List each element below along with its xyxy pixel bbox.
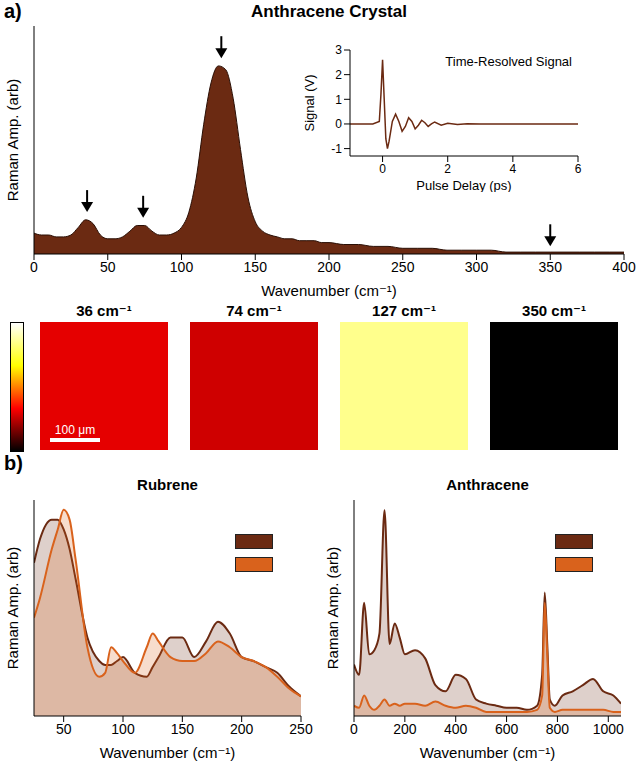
html-text:Anthracene Crystal: Anthracene Crystal [251,2,407,21]
svg-text:6: 6 [575,162,582,176]
html-text:36 cm⁻¹: 36 cm⁻¹ [76,302,132,319]
svg-text:1: 1 [335,93,342,107]
svg-text:250: 250 [391,259,415,275]
svg-text:50: 50 [56,721,72,737]
html-text:100 μm: 100 μm [54,423,96,437]
svg-text:Wavenumber (cm⁻¹): Wavenumber (cm⁻¹) [100,744,236,761]
svg-text:1000: 1000 [593,721,624,737]
html-text:Rubrene: Rubrene [137,476,198,493]
svg-text:400: 400 [612,259,636,275]
svg-text:3: 3 [335,43,342,57]
svg-text:0: 0 [379,162,386,176]
svg-text:800: 800 [546,721,570,737]
svg-text:Pulse Delay (ps): Pulse Delay (ps) [416,178,511,192]
svg-text:300: 300 [465,259,489,275]
svg-text:0: 0 [350,721,358,737]
svg-text:-1: -1 [331,142,342,156]
svg-text:350: 350 [539,259,563,275]
html-text:Time-Resolved Signal: Time-Resolved Signal [445,54,572,69]
svg-text:Raman Amp. (arb): Raman Amp. (arb) [324,547,341,670]
svg-text:200: 200 [317,259,341,275]
html-text:350 cm⁻¹: 350 cm⁻¹ [522,302,586,319]
svg-text:150: 150 [171,721,195,737]
svg-text:2: 2 [444,162,451,176]
svg-text:0: 0 [335,117,342,131]
svg-text:Wavenumber (cm⁻¹): Wavenumber (cm⁻¹) [420,744,556,761]
svg-text:Wavenumber (cm⁻¹): Wavenumber (cm⁻¹) [261,282,397,299]
html-text:74 cm⁻¹: 74 cm⁻¹ [226,302,282,319]
svg-text:4: 4 [510,162,517,176]
svg-text:Raman Amp. (arb): Raman Amp. (arb) [4,79,21,202]
svg-text:100: 100 [170,259,194,275]
html-text:127 cm⁻¹: 127 cm⁻¹ [372,302,436,319]
html-text:b): b) [4,452,23,474]
html-text:a): a) [4,0,22,22]
svg-text:Signal (V): Signal (V) [302,74,317,131]
svg-text:150: 150 [244,259,268,275]
svg-text:250: 250 [289,721,313,737]
html-text:Anthracene: Anthracene [446,476,529,493]
svg-text:50: 50 [100,259,116,275]
svg-text:Raman Amp. (arb): Raman Amp. (arb) [4,547,21,670]
svg-text:200: 200 [393,721,417,737]
svg-text:100: 100 [111,721,135,737]
svg-text:400: 400 [444,721,468,737]
svg-text:0: 0 [30,259,38,275]
svg-text:2: 2 [335,68,342,82]
svg-text:600: 600 [495,721,519,737]
svg-text:200: 200 [230,721,254,737]
